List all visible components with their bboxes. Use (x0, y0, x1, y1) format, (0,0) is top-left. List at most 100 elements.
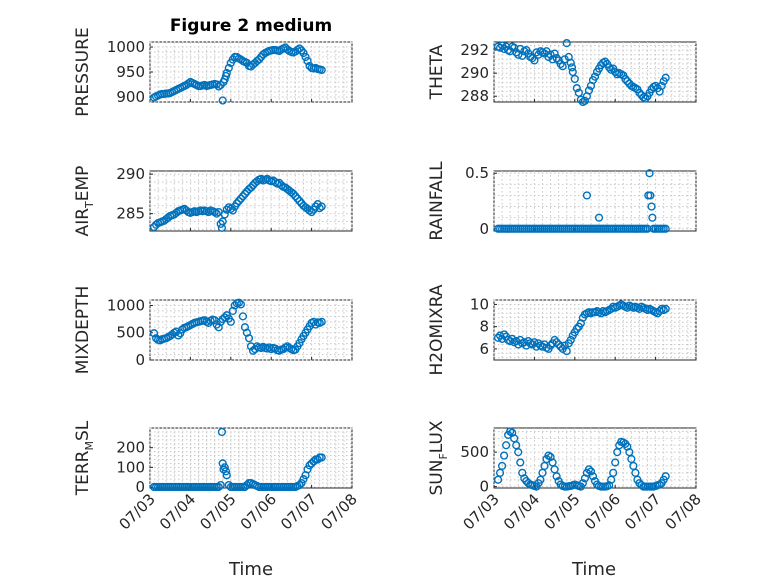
data-point (552, 338, 561, 347)
data-point (307, 207, 316, 217)
data-point (552, 472, 561, 481)
data-point (299, 48, 308, 58)
data-point (584, 465, 594, 474)
data-point (566, 58, 575, 67)
data-point (528, 54, 537, 63)
data-point (570, 74, 579, 84)
data-point (236, 194, 246, 203)
x-axis-label-left: Time (228, 559, 273, 580)
data-point (275, 46, 284, 56)
data-point (657, 81, 666, 90)
data-point (544, 52, 553, 62)
y-tick-label: 0 (479, 220, 489, 238)
data-point (572, 84, 581, 93)
data-point (232, 52, 241, 62)
y-tick-label: 0 (479, 478, 489, 496)
y-tick-label: 6 (479, 340, 489, 358)
data-point (236, 55, 246, 64)
data-point (317, 453, 326, 462)
data-point (500, 451, 509, 460)
data-point (293, 194, 302, 203)
y-tick-label: 1000 (107, 38, 145, 56)
x-tick-label: 07/08 (318, 490, 361, 533)
y-axis-label: PRESSURE (73, 27, 93, 116)
y-tick-label: 900 (116, 88, 145, 106)
data-point (184, 79, 193, 88)
y-axis-label-main: TERR (73, 450, 93, 496)
data-point (546, 341, 555, 350)
plot-area (493, 41, 697, 103)
y-axis-label: AIRTEMP (73, 166, 96, 237)
y-tick-label: 0 (135, 478, 145, 496)
data-point (204, 207, 213, 217)
y-axis-label-tail: EMP (73, 166, 93, 202)
y-axis-label-main: AIR (73, 208, 93, 237)
data-point (500, 330, 509, 339)
y-axis-label: THETA (427, 44, 447, 100)
data-point (313, 200, 322, 209)
y-tick-label: 10 (470, 295, 489, 313)
data-point (562, 347, 571, 356)
y-tick-label: 950 (116, 63, 145, 81)
subplot-pressure: 900 950 1000 PRESSURE (73, 27, 353, 117)
data-point (218, 96, 227, 105)
data-point (651, 81, 660, 90)
data-point (221, 467, 231, 476)
data-point (220, 313, 229, 322)
y-axis-label: SUNFLUX (427, 420, 450, 495)
x-tick-label: 07/07 (621, 490, 664, 533)
data-point (309, 457, 318, 466)
data-point (594, 213, 604, 222)
data-point (218, 217, 227, 226)
data-point (645, 169, 654, 178)
data-point (259, 50, 268, 59)
data-point (234, 298, 243, 307)
data-point (514, 448, 523, 457)
data-point (586, 467, 596, 476)
data-point (216, 480, 225, 490)
data-point (222, 471, 231, 480)
data-point (556, 342, 565, 351)
data-point (623, 77, 632, 86)
y-tick-label: 500 (460, 443, 489, 461)
data-point (295, 480, 304, 490)
data-point (305, 206, 314, 215)
data-point (572, 324, 581, 333)
data-point (226, 317, 235, 326)
data-point (588, 472, 598, 481)
data-point (530, 338, 539, 347)
data-point (661, 472, 670, 481)
data-point (584, 86, 594, 95)
y-tick-label: 200 (116, 439, 145, 457)
y-tick-label: 8 (479, 318, 489, 336)
data-point (655, 480, 664, 489)
y-tick-label: 292 (460, 41, 489, 59)
y-tick-label: 500 (116, 324, 145, 342)
data-point (580, 96, 590, 105)
data-point (653, 309, 662, 318)
data-point (178, 325, 187, 334)
data-point (236, 300, 246, 309)
data-point (315, 204, 324, 213)
data-point (582, 191, 592, 200)
data-point (506, 337, 515, 346)
data-point (220, 210, 229, 219)
data-point (299, 475, 308, 484)
data-point (502, 441, 511, 450)
y-tick-label: 290 (116, 165, 145, 183)
data-point (238, 312, 248, 321)
data-point (214, 82, 223, 91)
x-tick-label: 07/04 (500, 490, 543, 533)
data-point (647, 202, 656, 211)
subplot-air-temp: 285 290 AIRTEMP (73, 165, 353, 237)
data-point (228, 206, 237, 215)
y-axis-label: TERRMSL (73, 420, 96, 496)
data-point (497, 461, 507, 471)
y-axis-label-subscript: F (437, 453, 450, 459)
y-tick-label: 1000 (107, 296, 145, 314)
y-tick-label: 0 (135, 351, 145, 369)
data-point (560, 55, 569, 64)
data-point (317, 65, 326, 75)
